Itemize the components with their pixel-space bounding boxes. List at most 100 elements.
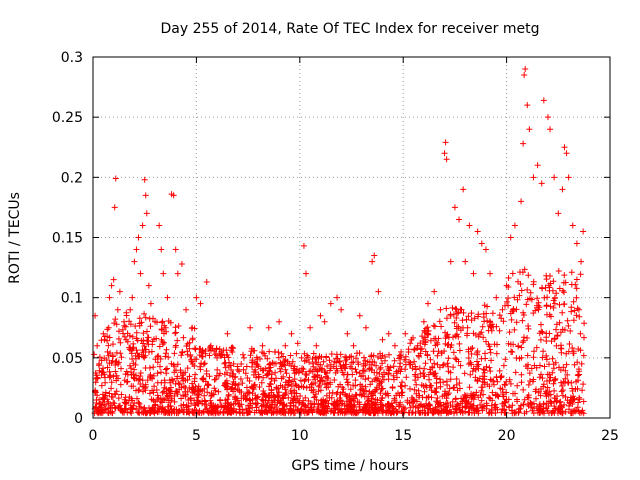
y-tick-label: 0.3 [61, 50, 83, 66]
data-point [321, 318, 328, 325]
x-tick-label: 15 [394, 428, 412, 444]
data-point [240, 354, 247, 361]
data-point [294, 340, 301, 347]
data-point [104, 348, 111, 355]
data-point [307, 324, 314, 331]
data-point [398, 348, 405, 355]
y-axis-label: ROTI / TECUs [7, 192, 23, 284]
data-point [569, 222, 576, 229]
data-point [147, 300, 154, 307]
data-point [234, 366, 241, 373]
data-point [474, 228, 481, 235]
data-point [303, 270, 310, 277]
data-point [371, 252, 378, 259]
data-point [143, 210, 150, 217]
data-point [334, 294, 341, 301]
data-point [247, 324, 254, 331]
data-point [442, 139, 449, 146]
data-point [487, 270, 494, 277]
data-point [499, 306, 506, 313]
data-point [521, 72, 528, 79]
data-point [313, 342, 320, 349]
data-point [563, 150, 570, 157]
x-tick-label: 0 [89, 428, 98, 444]
data-point [534, 162, 541, 169]
data-point [402, 330, 409, 337]
data-point [139, 222, 146, 229]
data-point [369, 258, 376, 265]
x-tick-label: 20 [498, 428, 516, 444]
data-point [518, 198, 525, 205]
data-point [578, 258, 585, 265]
data-point [112, 175, 119, 182]
data-point [160, 270, 167, 277]
data-point [114, 306, 121, 313]
data-point [559, 186, 566, 193]
data-point [470, 270, 477, 277]
chart-title: Day 255 of 2014, Rate Of TEC Index for r… [161, 21, 540, 37]
data-point [362, 324, 369, 331]
data-point [356, 312, 363, 319]
data-cloud [91, 266, 588, 417]
x-tick-label: 10 [291, 428, 309, 444]
data-point [137, 270, 144, 277]
data-point [123, 336, 130, 343]
data-point [478, 240, 485, 247]
data-point [555, 210, 562, 217]
data-point [183, 306, 190, 313]
data-point [203, 279, 210, 286]
data-point [408, 336, 415, 343]
data-point [127, 306, 134, 313]
data-point [135, 234, 142, 241]
data-point [526, 126, 533, 133]
data-point [197, 300, 204, 307]
data-point [141, 176, 148, 183]
data-point [530, 174, 537, 181]
data-point [164, 294, 171, 301]
data-point [265, 324, 272, 331]
y-tick-label: 0.15 [52, 231, 83, 247]
y-tick-label: 0.05 [52, 351, 83, 367]
data-point [379, 336, 386, 343]
data-point [551, 174, 558, 181]
data-point [391, 342, 398, 349]
data-point [189, 324, 196, 331]
data-point [100, 330, 107, 337]
data-point [443, 156, 450, 163]
data-points [92, 66, 587, 373]
data-point [507, 234, 514, 241]
x-tick-label: 25 [601, 428, 619, 444]
data-point [253, 360, 260, 367]
data-point [271, 348, 278, 355]
y-tick-label: 0.1 [61, 291, 83, 307]
data-point [547, 126, 554, 133]
data-point [108, 282, 115, 289]
data-point [282, 342, 289, 349]
data-point [350, 342, 357, 349]
data-point [431, 288, 438, 295]
data-point [276, 318, 283, 325]
y-tick-label: 0.25 [52, 110, 83, 126]
data-point [145, 282, 152, 289]
data-point [462, 258, 469, 265]
data-point [152, 318, 159, 325]
data-point [158, 246, 165, 253]
x-axis-label: GPS time / hours [291, 458, 408, 474]
data-point [218, 348, 225, 355]
data-point [511, 222, 518, 229]
data-point [300, 242, 307, 249]
data-point [414, 342, 421, 349]
data-point [142, 192, 149, 199]
data-point [503, 282, 510, 289]
data-point [121, 318, 128, 325]
y-tick-label: 0.2 [61, 170, 83, 186]
y-tick-label: 0 [74, 411, 83, 427]
data-point [116, 288, 123, 295]
data-cloud-marks [91, 266, 588, 417]
data-point [224, 330, 231, 337]
data-point [174, 270, 181, 277]
data-point [338, 306, 345, 313]
data-point [456, 216, 463, 223]
data-point [106, 294, 113, 301]
